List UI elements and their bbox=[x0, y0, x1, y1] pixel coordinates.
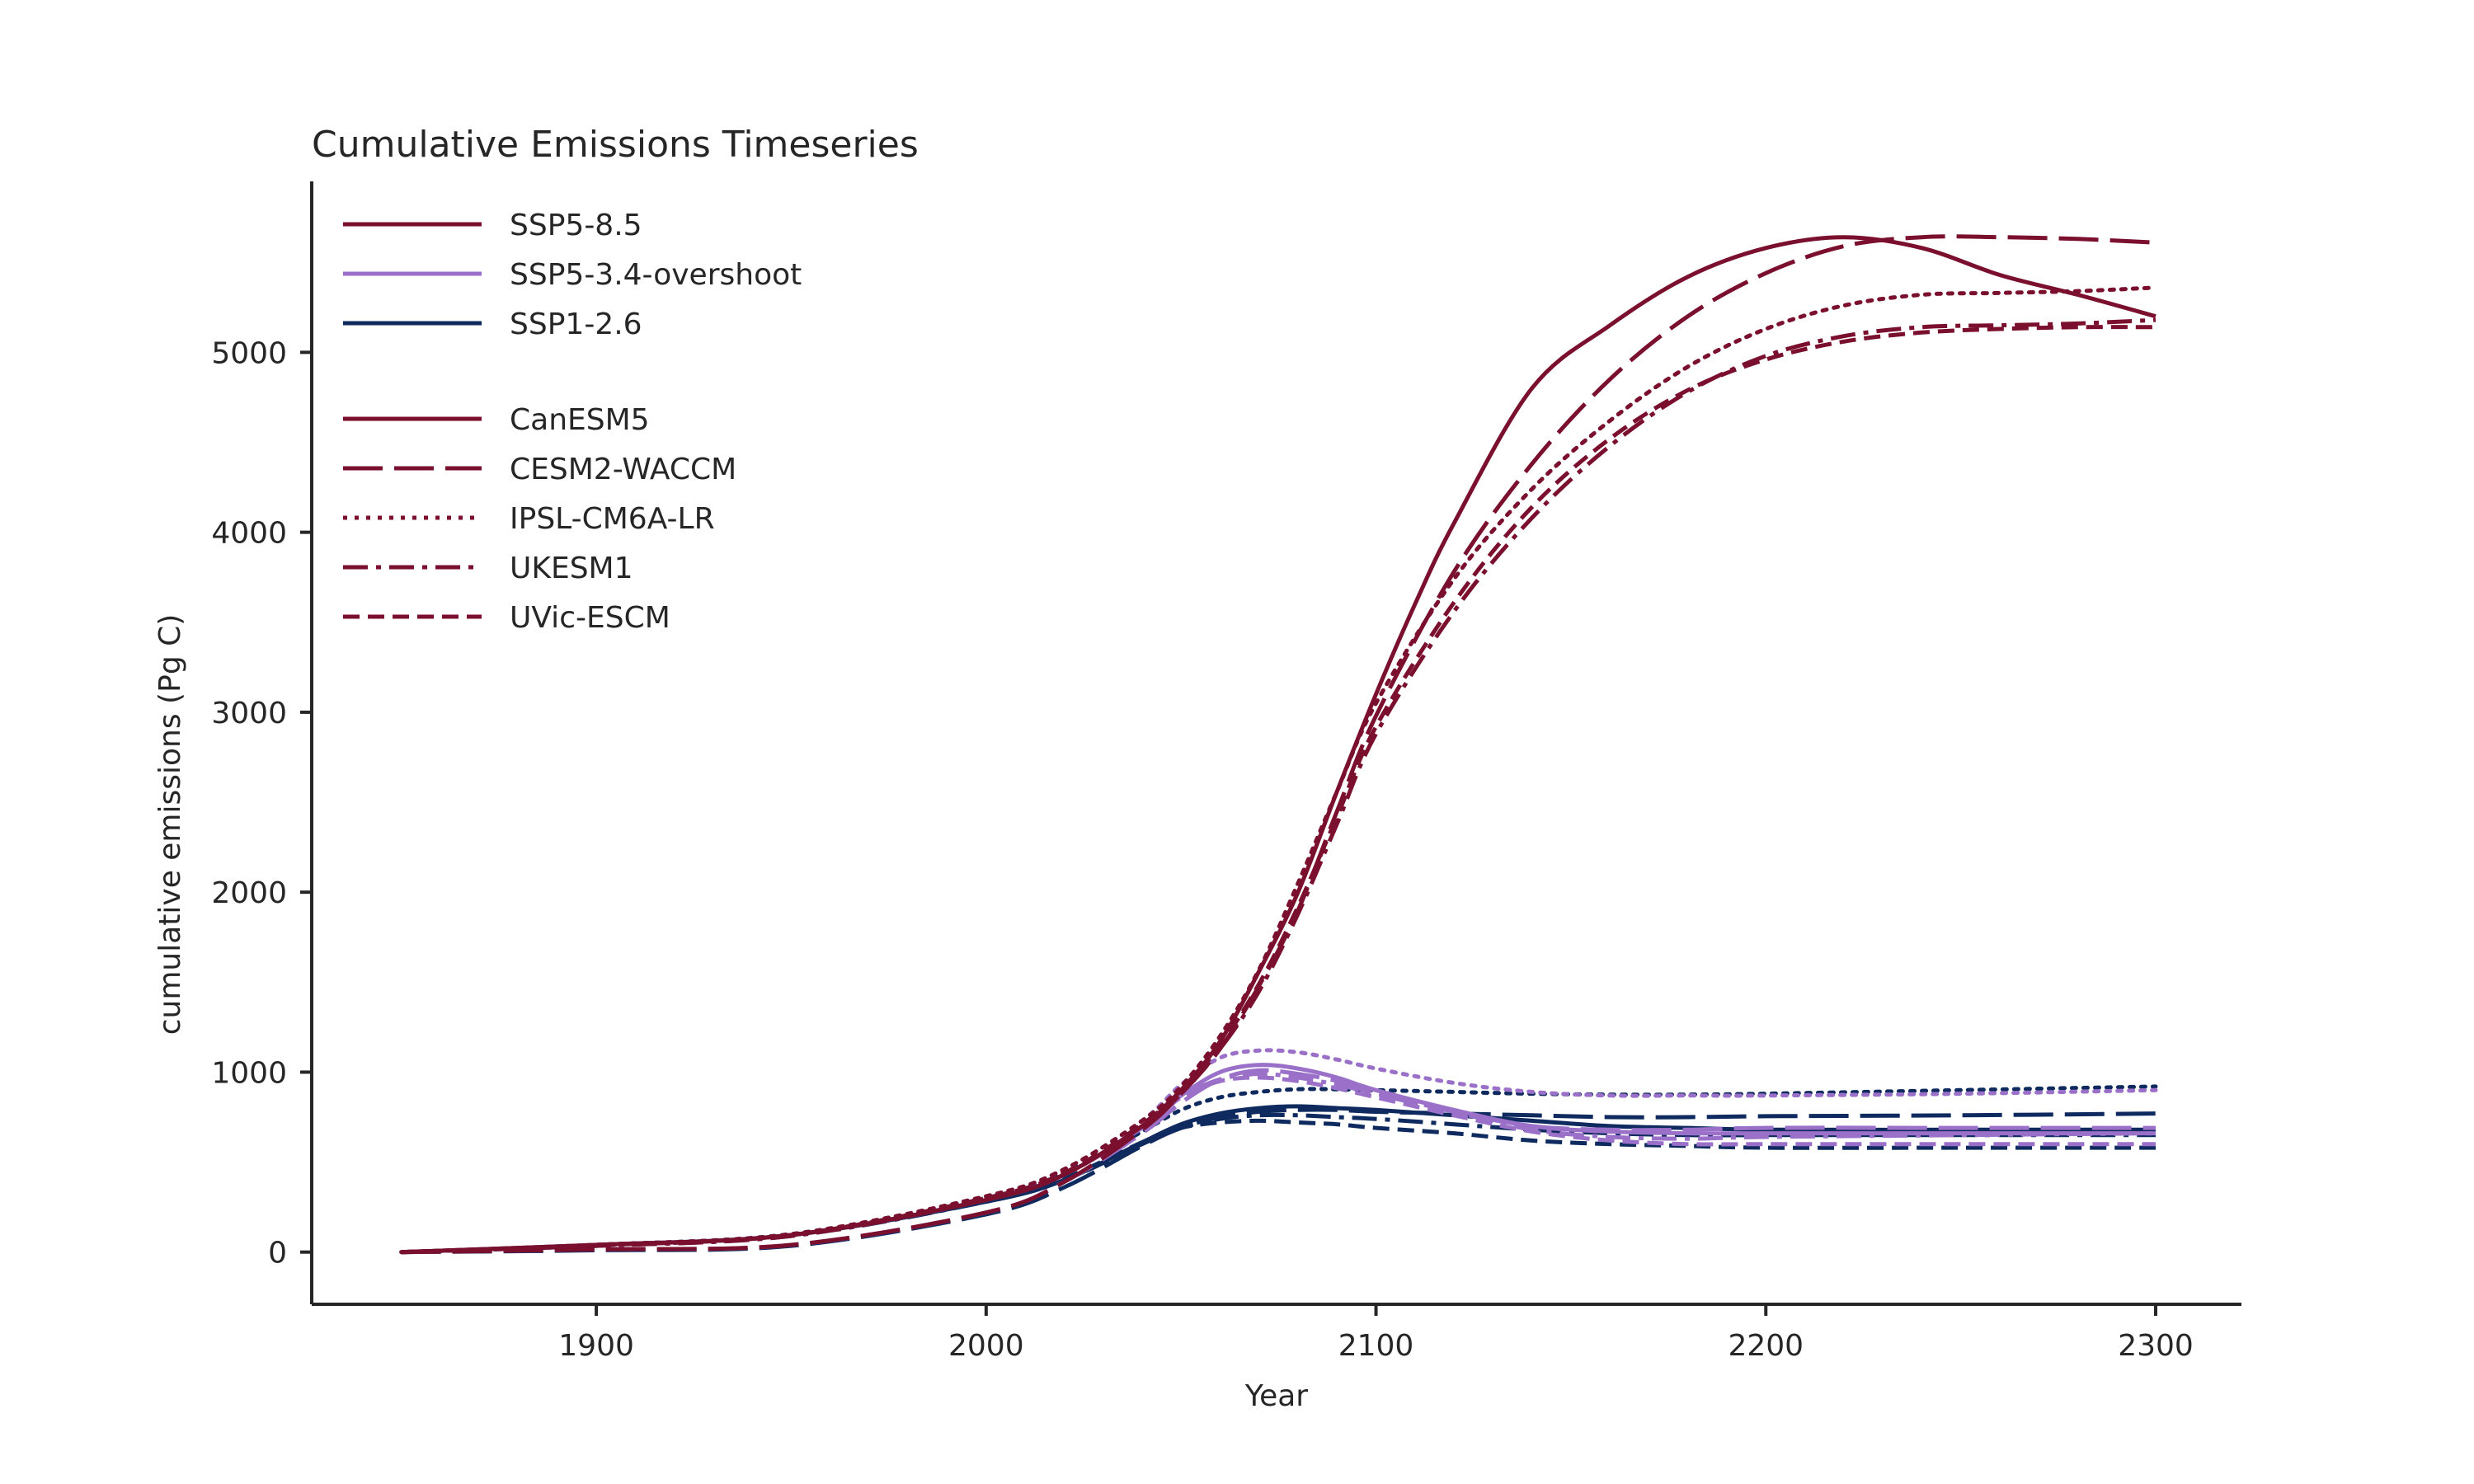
legend-label-ssp1-2-6: SSP1-2.6 bbox=[510, 308, 642, 341]
x-tick-label: 2300 bbox=[2118, 1329, 2194, 1363]
x-tick-label: 2000 bbox=[948, 1329, 1024, 1363]
legend-label-canesm5: CanESM5 bbox=[510, 403, 650, 437]
y-tick-label: 3000 bbox=[211, 697, 287, 730]
y-ticks: 0 1000 2000 3000 4000 5000 bbox=[211, 336, 312, 1270]
x-tick-label: 2200 bbox=[1728, 1329, 1804, 1363]
chart-title: Cumulative Emissions Timeseries bbox=[312, 124, 919, 166]
y-tick-label: 1000 bbox=[211, 1056, 287, 1090]
series-line-ssp5-8-5-uvic-escm bbox=[401, 325, 2157, 1255]
x-ticks: 1900 2000 2100 2200 2300 bbox=[558, 1304, 2194, 1363]
series-line-ssp5-8-5-ipsl-cm6a-lr bbox=[399, 285, 2158, 1255]
legend: SSP5-8.5 SSP5-3.4-overshoot SSP1-2.6 CanESM… bbox=[343, 209, 802, 635]
legend-label-cesm2-waccm: CESM2-WACCM bbox=[510, 453, 736, 486]
series-line-ssp5-3-4-overshoot-uvic-escm bbox=[401, 1075, 2156, 1255]
series-layer bbox=[399, 234, 2158, 1255]
x-tick-label: 2100 bbox=[1338, 1329, 1414, 1363]
y-tick-label: 0 bbox=[268, 1237, 287, 1270]
y-tick-label: 2000 bbox=[211, 876, 287, 910]
series-line-ssp5-3-4-overshoot-ipsl-cm6a-lr bbox=[399, 1048, 2158, 1255]
legend-label-ssp5-8-5: SSP5-8.5 bbox=[510, 209, 642, 242]
y-tick-label: 5000 bbox=[211, 336, 287, 370]
legend-label-ukesm1: UKESM1 bbox=[510, 552, 633, 585]
x-tick-label: 1900 bbox=[558, 1329, 634, 1363]
y-axis-label: cumulative emissions (Pg C) bbox=[153, 614, 187, 1036]
x-axis-label: Year bbox=[1244, 1379, 1308, 1413]
y-tick-label: 4000 bbox=[211, 517, 287, 551]
legend-label-ssp5-3-4-overshoot: SSP5-3.4-overshoot bbox=[510, 258, 802, 292]
series-line-ssp5-8-5-cesm2-waccm bbox=[401, 234, 2157, 1255]
legend-label-ipsl-cm6a-lr: IPSL-CM6A-LR bbox=[510, 502, 715, 536]
legend-label-uvic-escm: UVic-ESCM bbox=[510, 601, 670, 635]
